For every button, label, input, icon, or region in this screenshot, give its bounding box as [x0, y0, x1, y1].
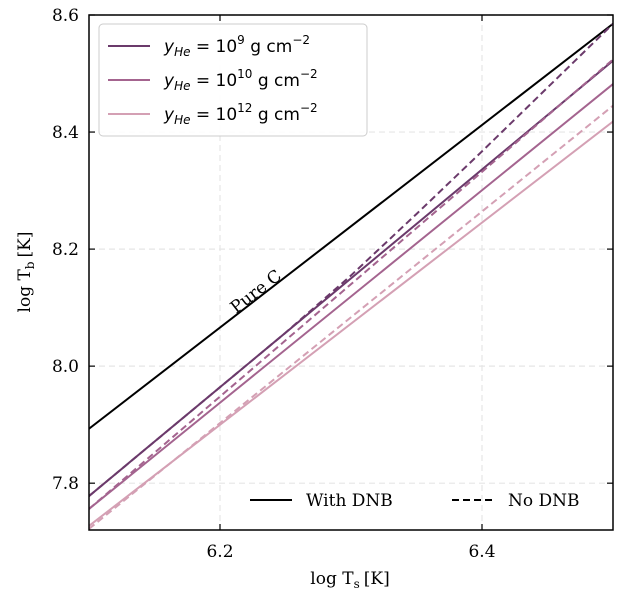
series-lines — [89, 22, 613, 530]
series-line-y10_nodnb — [89, 58, 613, 510]
x-axis-label-subscript: s — [354, 577, 360, 591]
x-axis-label: log Ts [K] — [310, 569, 389, 591]
y-tick-label: 8.2 — [52, 240, 79, 260]
legend-bottom: With DNB No DNB — [250, 491, 580, 511]
series-line-y9_nodnb — [89, 23, 613, 497]
y-axis-label-main: log T — [15, 269, 35, 313]
axis-ticks: 6.2 6.4 7.8 8.0 8.2 8.4 8.6 — [52, 6, 613, 562]
y-axis-label-subscript: b — [23, 261, 37, 269]
plot-frame — [88, 14, 614, 531]
x-tick-label: 6.2 — [206, 542, 233, 562]
y-tick-label: 7.8 — [52, 474, 79, 494]
legend-top: yHe = 109 g cm−2 yHe = 1010 g cm−2 yHe = 1… — [98, 23, 368, 137]
legend-top-box — [98, 23, 368, 137]
pure-c-annotation: Pure C — [227, 266, 286, 318]
x-axis-label-unit: [K] — [364, 569, 390, 589]
x-tick-label: 6.4 — [468, 542, 495, 562]
legend-entry-label: With DNB — [306, 491, 393, 511]
series-line-pureC — [89, 22, 613, 430]
legend-entry-label: yHe = 109 g cm−2 — [163, 33, 310, 59]
y-tick-label: 8.4 — [52, 123, 79, 143]
legend-entry-label: yHe = 1010 g cm−2 — [163, 67, 318, 93]
series-line-y12_nodnb — [89, 104, 613, 530]
series-line-y10_dnb — [89, 83, 613, 510]
y-tick-label: 8.6 — [52, 6, 79, 26]
legend-entry-label: No DNB — [508, 491, 580, 511]
y-axis-label-unit: [K] — [15, 232, 35, 258]
legend-entry-label: yHe = 1012 g cm−2 — [163, 101, 318, 127]
y-axis-label: log Tb [K] — [15, 232, 37, 313]
y-tick-label: 8.0 — [52, 357, 79, 377]
x-axis-label-main: log T — [310, 569, 354, 589]
